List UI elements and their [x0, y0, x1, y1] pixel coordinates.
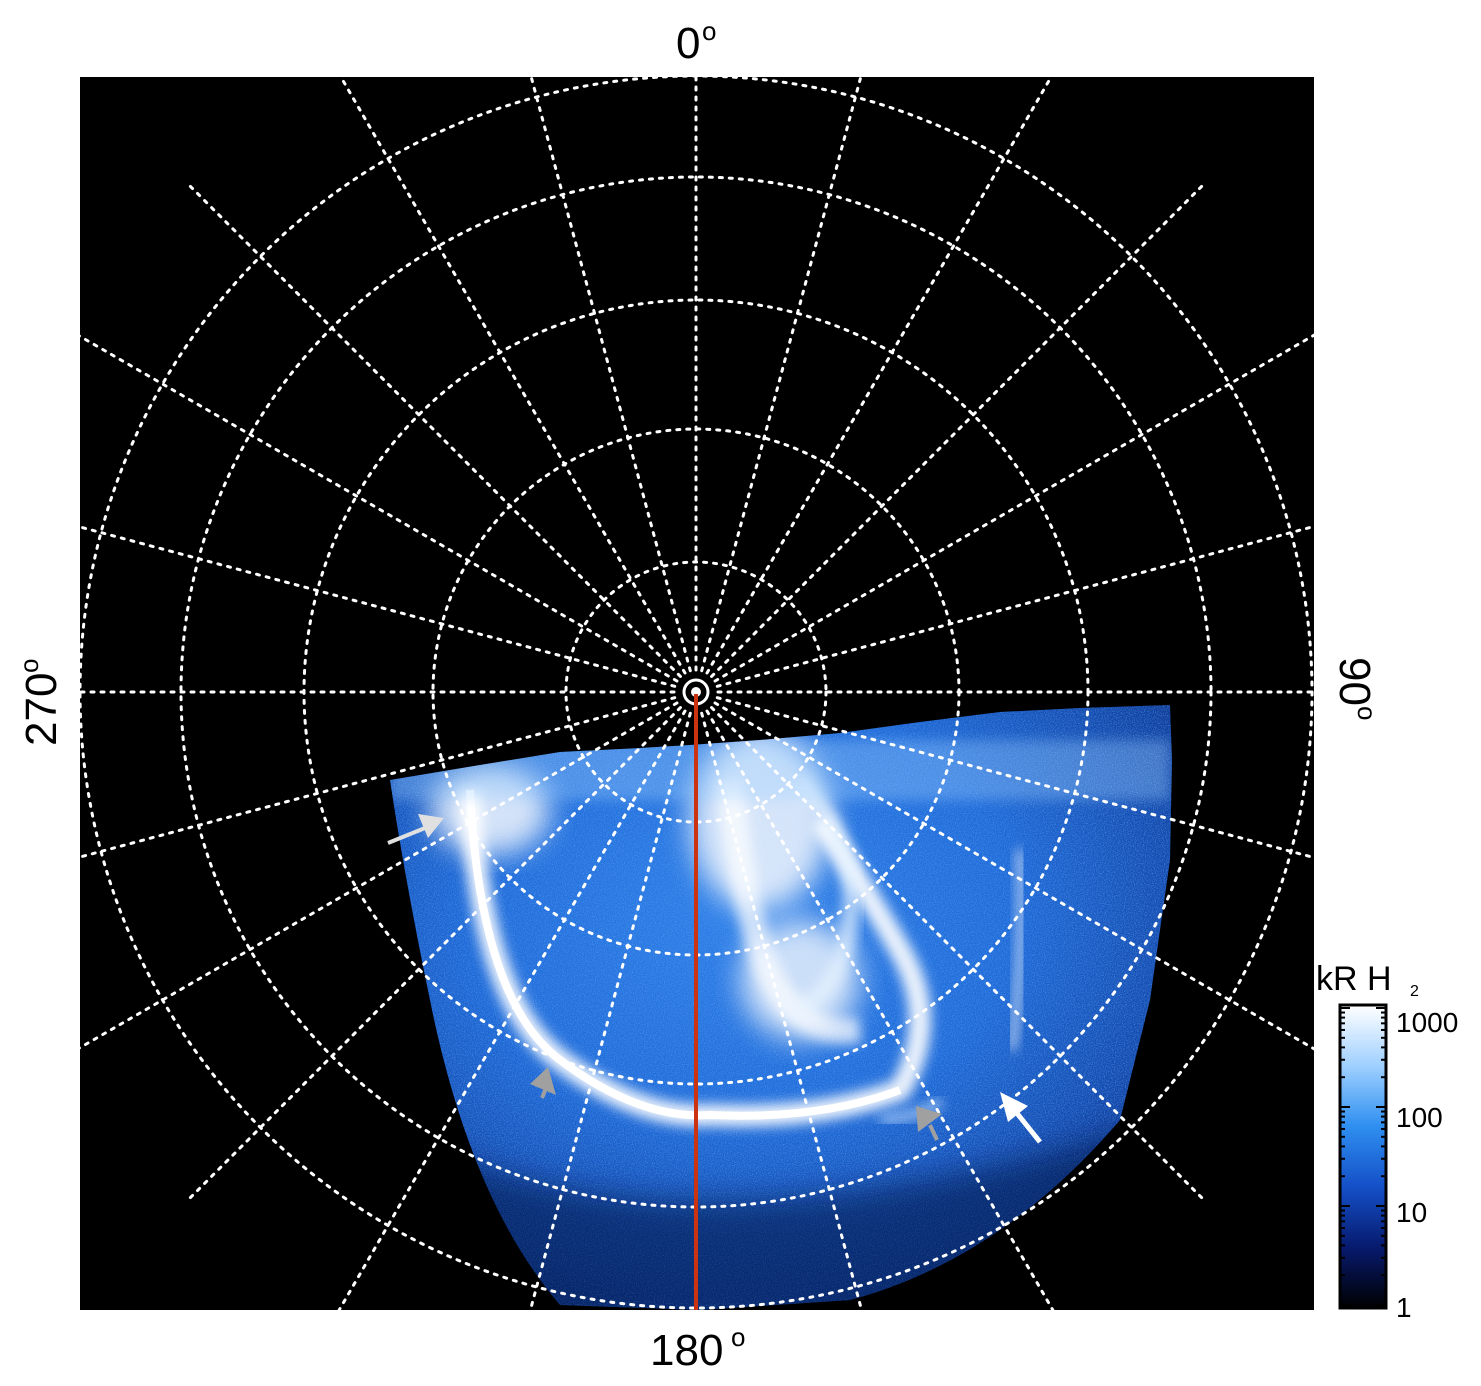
label-bottom: 180 o — [650, 1322, 745, 1375]
satellite-footprint — [1009, 849, 1025, 1051]
svg-text:o: o — [702, 16, 716, 46]
label-right: 90 o — [1330, 657, 1382, 720]
grid-meridian — [529, 77, 692, 673]
colorbar: kR H 2 1000 100 10 1 — [1316, 960, 1458, 1323]
colorbar-tick-100: 100 — [1396, 1102, 1443, 1133]
svg-text:180: 180 — [650, 1326, 723, 1375]
colorbar-title-subscript: 2 — [1410, 983, 1419, 1000]
grid-meridian — [715, 696, 1314, 860]
arrow-white-upper-left — [387, 814, 444, 845]
arrow-gray-lower-right — [916, 1106, 942, 1141]
svg-text:0: 0 — [676, 19, 700, 68]
label-left: 270 o — [14, 659, 66, 746]
svg-text:90: 90 — [1330, 657, 1379, 706]
colorbar-tick-10: 10 — [1396, 1197, 1427, 1228]
grid-meridian — [700, 711, 864, 1310]
colorbar-tick-1000: 1000 — [1396, 1007, 1458, 1038]
grid-meridian — [710, 181, 1207, 678]
grid-meridian — [713, 333, 1314, 683]
svg-text:270: 270 — [17, 673, 66, 746]
grid-meridian — [713, 701, 1314, 1051]
svg-text:o: o — [14, 659, 44, 673]
grid-meridian — [705, 77, 1053, 675]
arrow-gray-lower-left — [530, 1067, 556, 1099]
grid-meridian — [80, 696, 677, 859]
colorbar-tick-1: 1 — [1396, 1292, 1412, 1323]
colorbar-title: kR H — [1316, 960, 1392, 998]
grid-meridian — [80, 525, 677, 688]
arrow-white-right — [1000, 1092, 1042, 1144]
grid-meridian — [710, 706, 1207, 1203]
label-top: 0 o — [676, 16, 716, 68]
grid-meridian — [337, 709, 687, 1310]
svg-text:o: o — [1352, 706, 1382, 720]
grid-meridian — [715, 524, 1314, 688]
grid-meridian — [80, 334, 679, 683]
grid-meridian — [339, 77, 687, 675]
grid-meridian — [185, 181, 682, 678]
grid-meridian — [700, 77, 863, 673]
svg-text:o: o — [731, 1322, 745, 1352]
grid-meridian — [528, 711, 692, 1310]
grid-meridian — [80, 701, 679, 1050]
grid-meridian — [705, 709, 1055, 1310]
grid-meridian — [185, 706, 682, 1203]
